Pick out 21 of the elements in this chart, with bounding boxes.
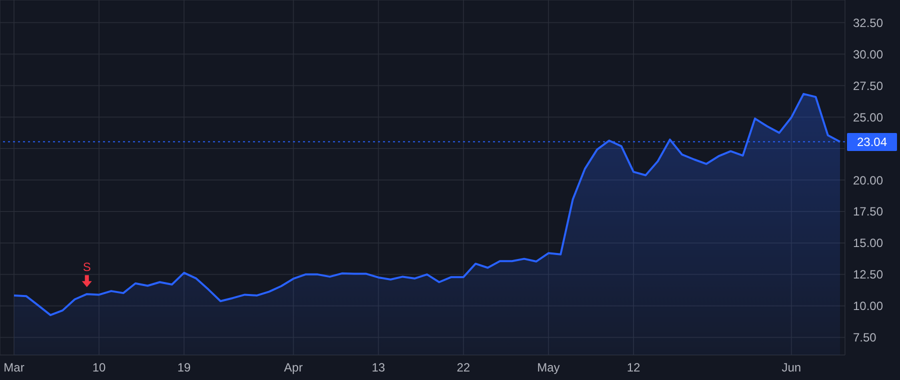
- x-tick-label: 10: [92, 360, 106, 375]
- x-tick-label: Apr: [284, 360, 303, 375]
- y-tick-label: 25.00: [853, 110, 884, 124]
- y-tick-label: 32.50: [853, 16, 884, 30]
- x-tick-label: Mar: [4, 360, 24, 375]
- y-tick-label: 10.00: [853, 299, 884, 314]
- y-tick-label: 12.50: [853, 268, 884, 282]
- x-tick-label: May: [537, 360, 560, 375]
- x-tick-label: 22: [456, 360, 470, 375]
- x-tick-label: Jun: [782, 360, 802, 375]
- ref-line-label: 23.04: [847, 132, 897, 151]
- y-tick-label: 7.50: [853, 330, 877, 345]
- x-tick-label: 13: [372, 360, 386, 375]
- y-tick-label: 17.50: [853, 204, 884, 219]
- y-tick-label: 20.00: [853, 173, 884, 188]
- y-tick-label: 15.00: [853, 236, 884, 250]
- annotation: S: [82, 260, 91, 274]
- y-tick-label: 27.50: [853, 78, 884, 93]
- x-tick-label: 19: [177, 360, 192, 375]
- y-tick-label: 30.00: [853, 47, 884, 62]
- x-tick-label: 12: [626, 360, 640, 375]
